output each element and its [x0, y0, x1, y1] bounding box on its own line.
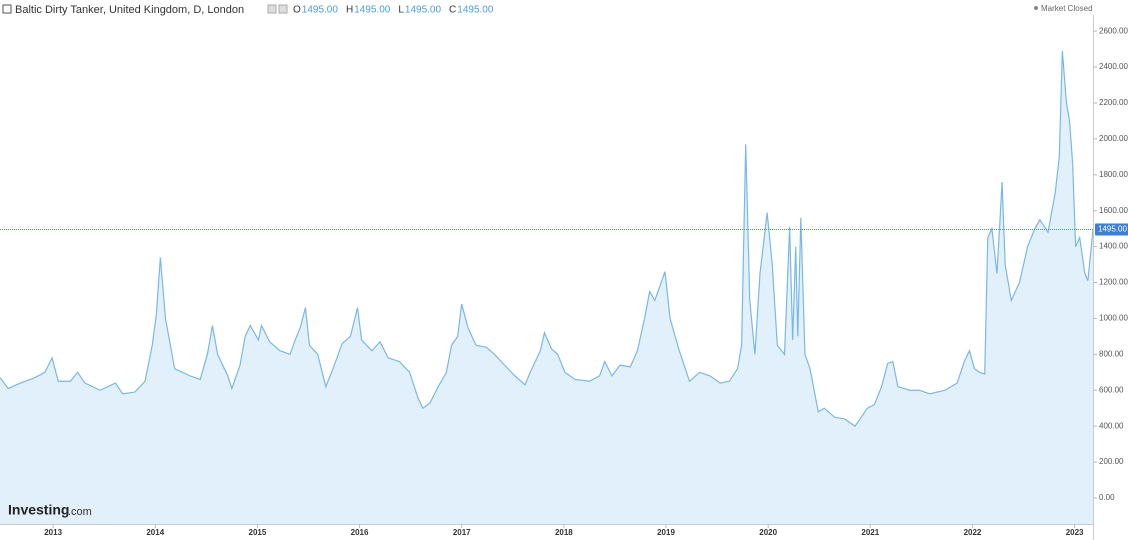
x-tick-label: 2022	[964, 528, 982, 537]
last-price-box	[1095, 223, 1128, 236]
menu-icon[interactable]	[2, 4, 12, 14]
y-tick-label: 1000.00	[1099, 314, 1128, 323]
y-tick-label: 400.00	[1099, 421, 1124, 430]
watermark: Investing	[8, 502, 69, 518]
toggle-icon[interactable]	[267, 4, 277, 14]
market-status: Market Closed	[1041, 4, 1093, 13]
ohlc-name: C	[449, 5, 456, 16]
x-tick-label: 2020	[759, 528, 777, 537]
x-tick-label: 2018	[555, 528, 573, 537]
ohlc-name: L	[398, 5, 404, 16]
y-tick-label: 1400.00	[1099, 242, 1128, 251]
y-tick-label: 2600.00	[1099, 26, 1128, 35]
ohlc-name: H	[346, 5, 353, 16]
x-tick-label: 2019	[657, 528, 675, 537]
ohlc-value: 1495.00	[354, 5, 391, 16]
x-tick-label: 2017	[453, 528, 471, 537]
y-tick-label: 2000.00	[1099, 134, 1128, 143]
x-tick-label: 2013	[44, 528, 62, 537]
watermark-suffix: .com	[68, 506, 92, 518]
y-tick-label: 1600.00	[1099, 206, 1128, 215]
x-tick-label: 2021	[861, 528, 879, 537]
last-price-label: 1495.00	[1098, 225, 1127, 234]
y-tick-label: 200.00	[1099, 457, 1124, 466]
x-tick-label: 2023	[1066, 528, 1084, 537]
toggle-icon[interactable]	[278, 4, 288, 14]
y-tick-label: 2400.00	[1099, 62, 1128, 71]
area	[0, 50, 1093, 524]
ohlc-value: 1495.00	[405, 5, 442, 16]
y-tick-label: 1800.00	[1099, 170, 1128, 179]
x-tick-label: 2014	[146, 528, 164, 537]
chart-title: Baltic Dirty Tanker, United Kingdom, D, …	[15, 4, 244, 16]
y-tick-label: 600.00	[1099, 385, 1124, 394]
ohlc-value: 1495.00	[302, 5, 339, 16]
y-tick-label: 0.00	[1099, 493, 1115, 502]
ohlc-value: 1495.00	[457, 5, 494, 16]
x-tick-label: 2015	[249, 528, 267, 537]
x-tick-label: 2016	[351, 528, 369, 537]
status-dot	[1034, 6, 1038, 10]
line	[0, 50, 1094, 427]
y-tick-label: 800.00	[1099, 349, 1124, 358]
ohlc-name: O	[293, 5, 301, 16]
y-tick-label: 2200.00	[1099, 98, 1128, 107]
y-tick-label: 1200.00	[1099, 278, 1128, 287]
